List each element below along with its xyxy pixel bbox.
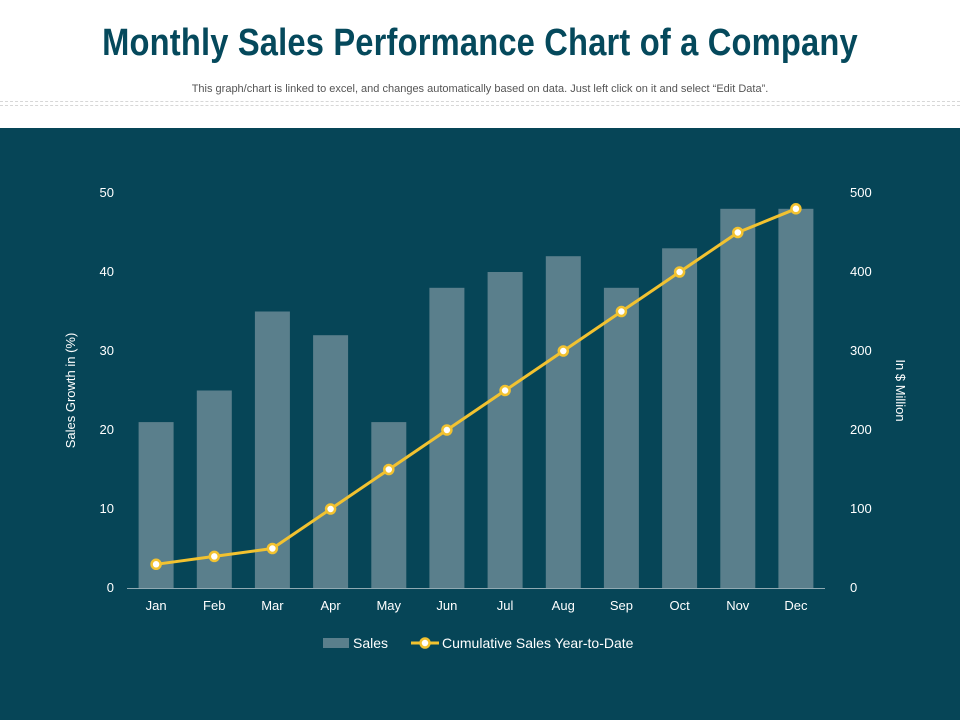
divider-bottom xyxy=(0,105,960,106)
x-tick-label: Feb xyxy=(203,598,225,613)
line-point-jul xyxy=(499,384,511,397)
line-point-sep xyxy=(615,305,628,318)
chart-panel: Jan Feb Mar Apr May Jun Jul Aug Sep Oct Nov Dec 0 10 2… xyxy=(0,128,960,720)
y-tick-label-left: 0 xyxy=(107,580,114,595)
bar-jul xyxy=(487,272,523,588)
x-tick-label: Sep xyxy=(610,598,633,613)
y-tick-label-left: 10 xyxy=(100,501,114,516)
y-axis-title-left: Sales Growth in (%) xyxy=(63,333,78,449)
bar-apr xyxy=(313,335,349,588)
cumulative-sales-line xyxy=(155,207,797,566)
bar-nov xyxy=(720,208,756,589)
legend-label-cumulative: Cumulative Sales Year-to-Date xyxy=(442,635,634,651)
legend-label-sales: Sales xyxy=(353,635,388,651)
y-tick-label-right: 0 xyxy=(850,580,857,595)
bar-aug xyxy=(545,256,581,588)
y-tick-label-right: 200 xyxy=(850,422,872,437)
line-point-feb xyxy=(208,550,221,563)
combo-chart: Jan Feb Mar Apr May Jun Jul Aug Sep Oct Nov Dec 0 10 2… xyxy=(63,185,908,651)
y-axis-title-right: In $ Million xyxy=(893,359,908,421)
y-tick-label-right: 400 xyxy=(850,264,872,279)
y-tick-label-right: 300 xyxy=(850,343,872,358)
line-point-mar xyxy=(266,542,279,555)
y-tick-label-right: 100 xyxy=(850,501,872,516)
y-tick-label-right: 500 xyxy=(850,185,872,200)
legend-swatch-marker xyxy=(419,637,431,649)
line-point-jan xyxy=(150,558,162,571)
line-point-may xyxy=(383,463,395,476)
x-tick-label: Mar xyxy=(261,598,284,613)
x-tick-label: Jun xyxy=(436,598,457,613)
page-title: Monthly Sales Performance Chart of a Com… xyxy=(102,22,858,64)
y-tick-label-left: 40 xyxy=(100,264,114,279)
x-tick-label: Jan xyxy=(146,598,167,613)
x-tick-label: May xyxy=(376,598,401,613)
divider-top xyxy=(0,101,960,102)
bar-dec xyxy=(778,208,814,589)
x-tick-label: Dec xyxy=(784,598,808,613)
line-point-dec xyxy=(790,203,802,215)
page-subtitle: This graph/chart is linked to excel, and… xyxy=(191,83,769,95)
x-tick-label: Jul xyxy=(497,598,514,613)
x-tick-label: Apr xyxy=(320,598,341,613)
line-point-aug xyxy=(557,345,570,357)
y-tick-label-left: 30 xyxy=(100,343,114,358)
legend-swatch-sales xyxy=(323,638,349,648)
line-point-apr xyxy=(324,503,337,515)
bar-oct xyxy=(662,248,698,589)
line-point-jun xyxy=(441,424,453,436)
y-tick-label-left: 50 xyxy=(100,185,114,200)
x-tick-label: Oct xyxy=(669,598,690,613)
x-tick-label: Nov xyxy=(726,598,750,613)
line-point-oct xyxy=(673,266,686,278)
line-point-nov xyxy=(732,226,744,239)
bar-may xyxy=(371,422,407,588)
bar-sep xyxy=(603,287,639,588)
x-tick-label: Aug xyxy=(552,598,575,613)
y-tick-label-left: 20 xyxy=(100,422,114,437)
